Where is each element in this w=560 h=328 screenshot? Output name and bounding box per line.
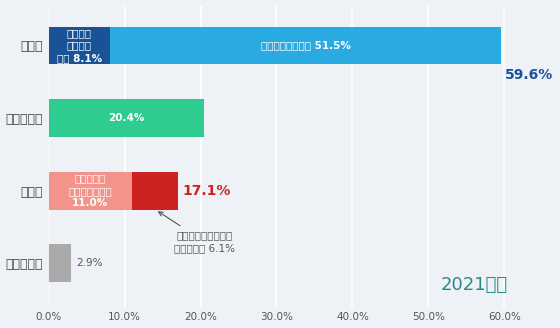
Text: 少し平和になった 51.5%: 少し平和になった 51.5% bbox=[261, 40, 351, 51]
Bar bbox=[110, 27, 501, 64]
Bar bbox=[49, 27, 110, 64]
Text: 59.6%: 59.6% bbox=[505, 68, 553, 82]
Text: 17.1%: 17.1% bbox=[183, 184, 231, 198]
Text: 2.9%: 2.9% bbox=[77, 258, 103, 268]
Text: ずいぶん
平和にな
った 8.1%: ずいぶん 平和にな った 8.1% bbox=[57, 28, 102, 63]
Text: 2021年度: 2021年度 bbox=[441, 276, 508, 294]
Bar bbox=[49, 244, 71, 282]
Bar bbox=[132, 172, 179, 210]
Bar bbox=[49, 99, 203, 137]
Bar bbox=[49, 172, 132, 210]
Text: 昔の方が、
少し平和だった
11.0%: 昔の方が、 少し平和だった 11.0% bbox=[68, 173, 112, 208]
Text: 20.4%: 20.4% bbox=[108, 113, 144, 123]
Text: 昔の方が、ずいぶん
平和だった 6.1%: 昔の方が、ずいぶん 平和だった 6.1% bbox=[158, 212, 235, 253]
